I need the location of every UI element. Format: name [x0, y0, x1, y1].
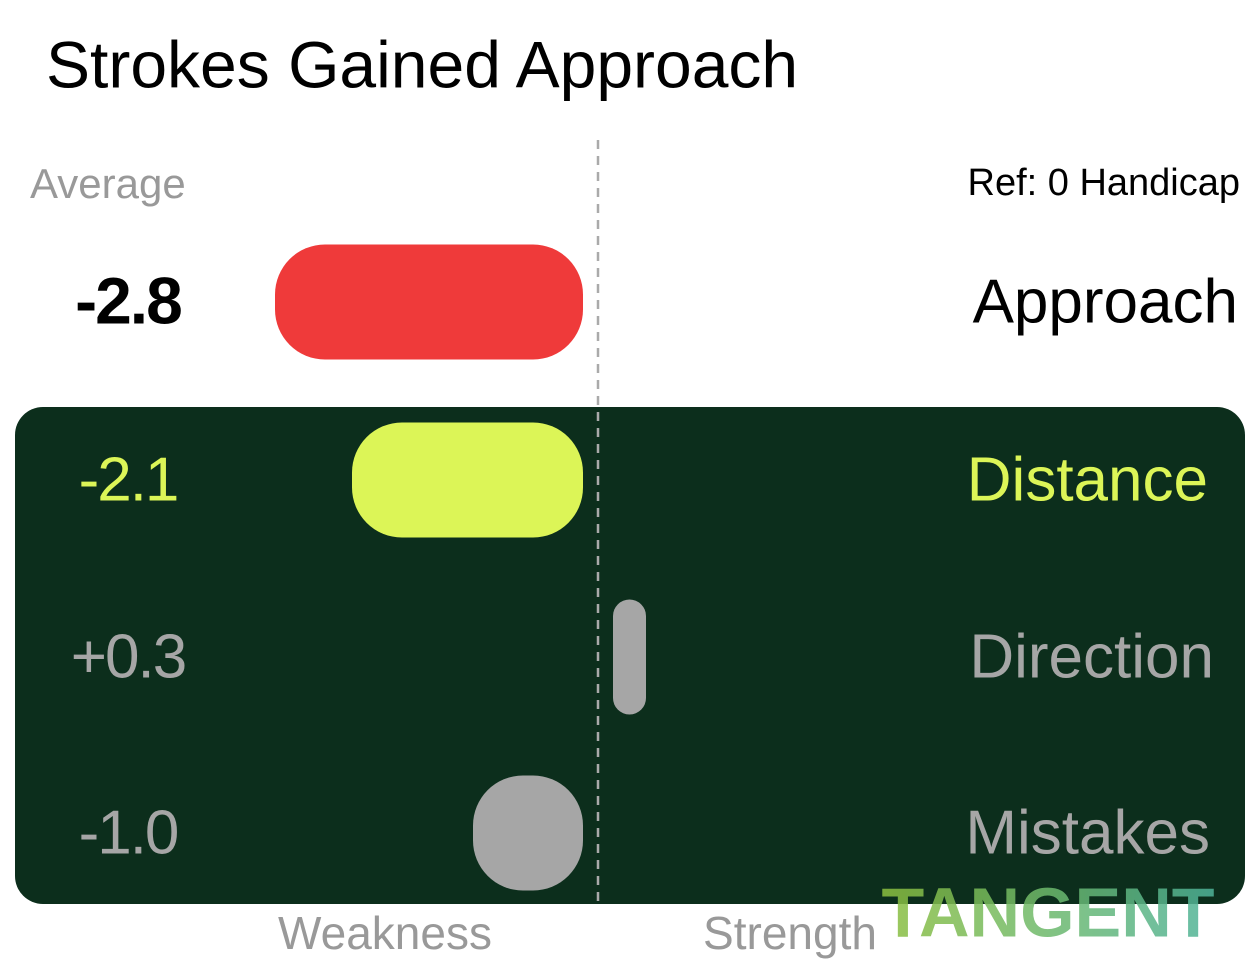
bar [473, 775, 583, 891]
category-label: Approach [973, 267, 1238, 336]
value-label: -1.0 [79, 798, 178, 867]
subtitle: Average [30, 160, 186, 207]
value-label: +0.3 [71, 622, 185, 691]
value-label: -2.8 [75, 263, 181, 337]
bar [352, 422, 583, 538]
bar [275, 244, 583, 360]
x-label: Strength [703, 907, 877, 959]
reference: Ref: 0 Handicap [968, 162, 1241, 204]
category-label: Direction [969, 622, 1214, 691]
value-label: -2.1 [79, 445, 178, 514]
x-label: Weakness [278, 907, 492, 959]
category-label: Distance [967, 445, 1208, 514]
chart-title: Strokes Gained Approach [46, 27, 798, 101]
category-label: Mistakes [965, 798, 1210, 867]
watermark: TANGENT [881, 873, 1214, 951]
bar [613, 599, 646, 715]
